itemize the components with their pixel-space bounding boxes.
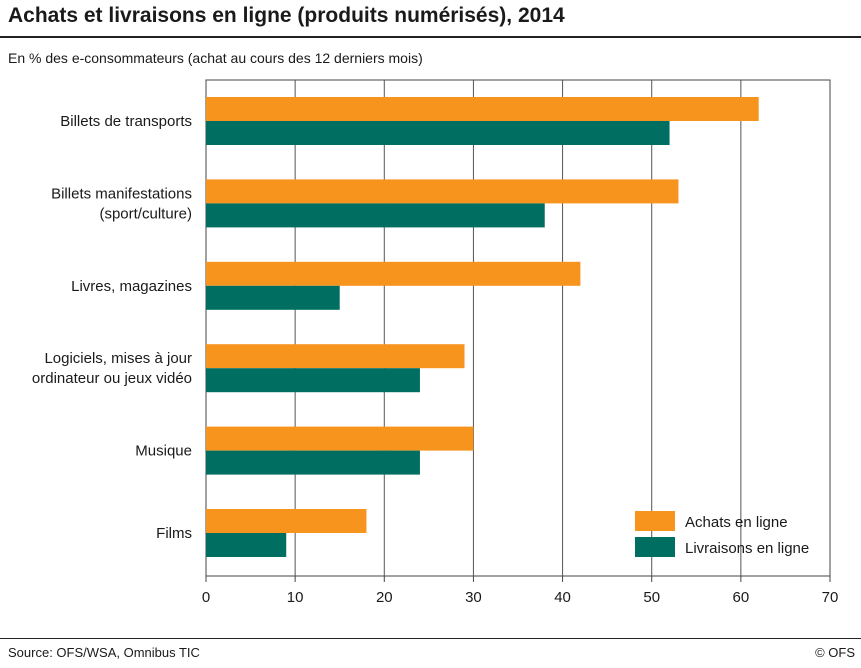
category-label-3-line0: Logiciels, mises à jour (44, 350, 192, 367)
x-tick-label-60: 60 (733, 589, 750, 606)
legend-swatch-achats (635, 511, 675, 531)
bar-achats-2 (206, 261, 581, 286)
x-tick-label-30: 30 (465, 589, 482, 606)
category-label-1-line1: (sport/culture) (99, 205, 192, 222)
legend-label-achats: Achats en ligne (685, 514, 788, 531)
bar-achats-5 (206, 509, 367, 533)
x-tick-label-50: 50 (643, 589, 660, 606)
bar-livraisons-1 (206, 203, 545, 228)
bar-livraisons-2 (206, 285, 340, 310)
footer-divider (0, 638, 861, 639)
category-label-2: Livres, magazines (71, 278, 192, 295)
category-label-5: Films (156, 525, 192, 542)
legend-swatch-livraisons (635, 537, 675, 557)
bar-livraisons-4 (206, 450, 420, 475)
copyright-note: © OFS (815, 645, 855, 660)
category-label-4: Musique (135, 443, 192, 460)
category-label-1-line0: Billets manifestations (51, 185, 192, 202)
chart-title: Achats et livraisons en ligne (produits … (8, 4, 565, 27)
bar-livraisons-5 (206, 533, 287, 557)
bar-achats-4 (206, 426, 474, 451)
source-note: Source: OFS/WSA, Omnibus TIC (8, 645, 200, 660)
x-tick-label-0: 0 (202, 589, 210, 606)
x-tick-label-70: 70 (822, 589, 839, 606)
bar-livraisons-3 (206, 368, 420, 393)
plot-frame (205, 79, 831, 577)
title-divider (0, 36, 861, 38)
bar-achats-3 (206, 344, 465, 369)
bar-livraisons-0 (206, 121, 670, 145)
bar-achats-1 (206, 179, 679, 204)
chart-subtitle: En % des e-consommateurs (achat au cours… (8, 50, 423, 66)
x-tick-label-20: 20 (376, 589, 393, 606)
category-label-0: Billets de transports (60, 113, 192, 130)
legend-label-livraisons: Livraisons en ligne (685, 540, 809, 557)
bar-achats-0 (206, 97, 759, 121)
x-tick-label-40: 40 (554, 589, 571, 606)
x-tick-label-10: 10 (287, 589, 304, 606)
category-label-3-line1: ordinateur ou jeux vidéo (32, 370, 192, 387)
